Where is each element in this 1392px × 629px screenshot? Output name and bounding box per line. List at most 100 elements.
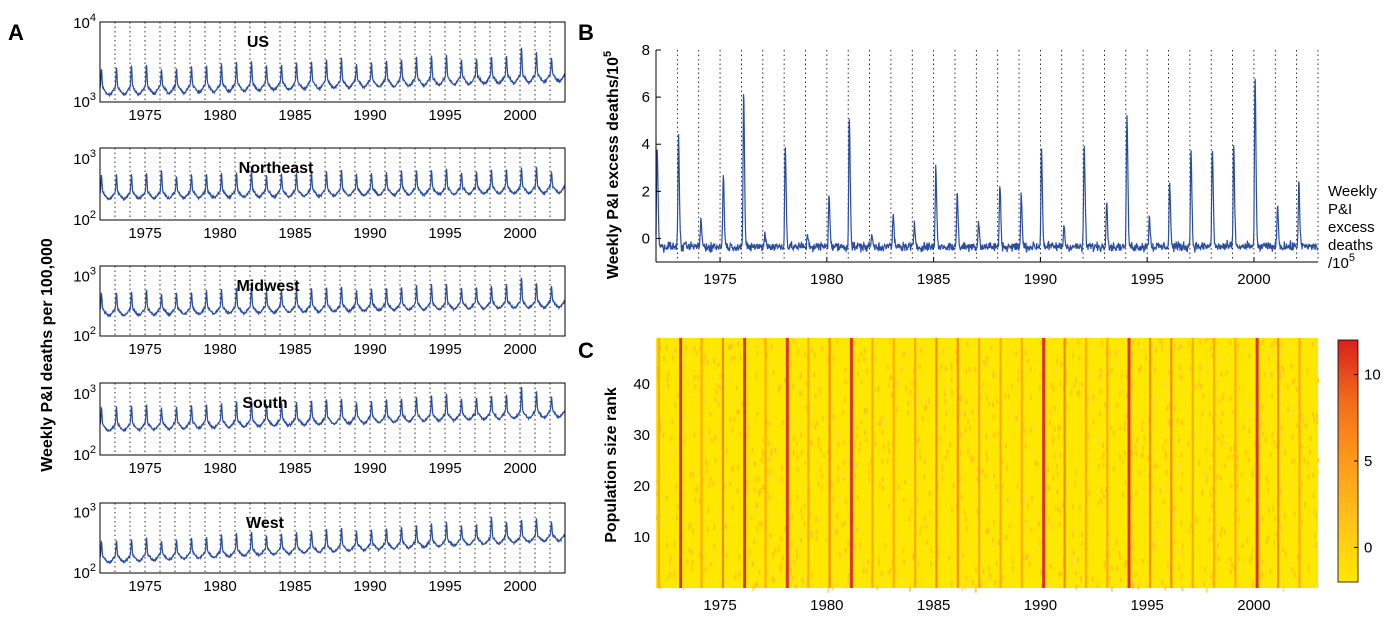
heatmap-cell — [993, 542, 996, 548]
heatmap-cell — [1275, 341, 1278, 347]
heatmap-cell — [1314, 542, 1317, 548]
heatmap-cell — [1141, 427, 1144, 433]
heatmap-cell — [827, 587, 830, 593]
heatmap-cell — [1123, 406, 1126, 412]
heatmap-cell — [1279, 373, 1282, 378]
heatmap-cell — [1081, 386, 1084, 392]
heatmap-cell — [814, 424, 816, 430]
heatmap-cell — [1300, 444, 1303, 450]
heatmap-cell — [1001, 575, 1004, 581]
heatmap-cell — [1096, 582, 1099, 588]
heatmap-cell — [1214, 525, 1217, 531]
heatmap-cell — [979, 583, 982, 588]
heatmap-cell — [894, 538, 897, 543]
heatmap-cell — [1179, 343, 1182, 349]
heatmap-cell — [1008, 498, 1011, 504]
heatmap-cell — [1190, 365, 1192, 371]
heatmap-cell — [897, 381, 900, 387]
heatmap-cell — [1291, 379, 1294, 385]
heatmap-cell — [1271, 506, 1274, 511]
heatmap-cell — [910, 508, 913, 514]
heatmap-cell — [1311, 545, 1314, 551]
heatmap-cell — [917, 395, 920, 400]
heatmap-cell — [985, 434, 988, 439]
heatmap-cell — [1301, 519, 1304, 525]
heatmap-cell — [1153, 367, 1156, 373]
heatmap-cell — [1249, 416, 1252, 422]
heatmap-cell — [779, 563, 782, 569]
heatmap-cell — [1167, 418, 1170, 424]
xtick-label: 1975 — [128, 578, 161, 595]
heatmap-cell — [656, 515, 658, 520]
heatmap-cell — [1082, 394, 1085, 400]
heatmap-cell — [1118, 550, 1120, 556]
heatmap-cell — [1025, 555, 1028, 561]
heatmap-cell — [845, 459, 847, 465]
heatmap-cell — [819, 447, 822, 453]
heatmap-cell — [805, 381, 807, 386]
heatmap-cell — [713, 358, 716, 364]
heatmap-cell — [1282, 586, 1285, 592]
subplot-title: West — [246, 515, 285, 532]
heatmap-cell — [918, 454, 921, 460]
heatmap-cell — [919, 372, 922, 378]
heatmap-cell — [897, 485, 900, 491]
heatmap-cell — [1180, 520, 1183, 526]
heatmap-cell — [1178, 565, 1181, 571]
heatmap-cell — [718, 512, 721, 518]
heatmap-cell — [853, 543, 856, 549]
heatmap-cell — [1293, 511, 1296, 517]
heatmap-cell — [797, 466, 800, 472]
heatmap-cell — [801, 566, 804, 572]
heatmap-cell — [731, 341, 734, 347]
colorbar-title-line: excess — [1328, 219, 1375, 236]
heatmap-cell — [920, 525, 923, 531]
heatmap-cell — [1119, 554, 1121, 560]
heatmap-cell — [1071, 504, 1074, 510]
heatmap-cell — [1281, 349, 1284, 355]
heatmap-cell — [715, 389, 718, 395]
panel-a-letter: A — [8, 20, 24, 45]
heatmap-cell — [959, 395, 962, 401]
heatmap-cell — [1131, 450, 1134, 456]
heatmap-stripe — [871, 338, 874, 588]
heatmap-stripe — [807, 338, 810, 588]
heatmap-cell — [992, 539, 995, 545]
heatmap-cell — [1181, 586, 1184, 591]
xtick-label: 1995 — [428, 578, 461, 595]
heatmap-cell — [1238, 385, 1241, 391]
heatmap-cell — [1312, 473, 1315, 478]
heatmap-cell — [945, 383, 948, 389]
heatmap-cell — [753, 487, 756, 493]
heatmap-cell — [901, 368, 904, 374]
heatmap-cell — [1097, 438, 1099, 444]
heatmap-cell — [1097, 376, 1099, 382]
colorbar-title-line: P&I — [1328, 201, 1352, 218]
heatmap-cell — [1209, 411, 1212, 417]
heatmap-cell — [761, 484, 764, 490]
heatmap-cell — [1074, 470, 1077, 476]
heatmap-cell — [684, 351, 687, 357]
heatmap-cell — [1122, 492, 1124, 498]
heatmap-cell — [1078, 355, 1081, 361]
heatmap-cell — [1116, 403, 1119, 409]
xtick-label: 1995 — [428, 341, 461, 358]
heatmap-cell — [1130, 583, 1133, 588]
heatmap-cell — [1210, 575, 1213, 581]
heatmap-cell — [774, 547, 777, 553]
heatmap-cell — [699, 345, 702, 351]
heatmap-cell — [995, 484, 998, 490]
heatmap-cell — [1176, 465, 1179, 471]
heatmap-cell — [778, 546, 781, 552]
heatmap-cell — [811, 411, 814, 417]
heatmap-cell — [903, 559, 906, 565]
heatmap-cell — [1296, 554, 1299, 560]
colorbar-tick-label: 10 — [1364, 367, 1381, 384]
heatmap-cell — [738, 554, 741, 560]
heatmap-cell — [1211, 534, 1214, 540]
heatmap-cell — [940, 364, 943, 370]
heatmap-cell — [1099, 367, 1102, 373]
heatmap-cell — [916, 342, 919, 348]
heatmap-cell — [1107, 404, 1110, 410]
heatmap-cell — [758, 491, 761, 497]
